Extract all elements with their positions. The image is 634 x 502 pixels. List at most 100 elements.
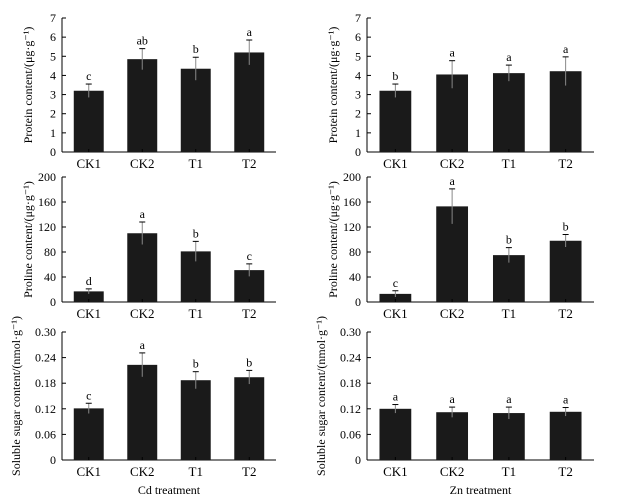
y-tick-label: 0.24 (340, 351, 361, 365)
significance-letter: a (449, 174, 455, 188)
y-tick-label: 0.18 (35, 376, 56, 390)
x-tick-label: CK2 (130, 464, 155, 479)
significance-letter: b (563, 220, 569, 234)
bar (234, 52, 265, 153)
y-tick-label: 4 (50, 68, 56, 82)
x-tick-label: CK2 (440, 156, 465, 171)
y-tick-label: 6 (50, 30, 56, 44)
y-tick-label: 1 (50, 126, 56, 140)
chart-panel-6: 0 0.06 0.12 0.18 0.24 0.30 Soluble sugar conte… (314, 316, 594, 497)
bar (73, 408, 104, 460)
y-tick-label: 0 (355, 453, 361, 467)
x-tick-label: T1 (189, 156, 203, 171)
bar (127, 59, 158, 152)
bar (73, 291, 104, 302)
significance-letter: a (506, 50, 512, 64)
bar (379, 90, 412, 152)
y-axis-label: Proline content/(μg·g⁻¹) (21, 181, 35, 298)
y-tick-label: 0 (355, 145, 361, 159)
y-axis-label: Protein content/(μg·g⁻¹) (326, 27, 340, 144)
y-tick-label: 2 (355, 107, 361, 121)
bar (234, 377, 265, 460)
significance-letter: d (86, 274, 92, 288)
y-tick-label: 0.12 (35, 402, 56, 416)
bar (549, 240, 582, 302)
significance-letter: a (247, 25, 253, 39)
significance-letter: b (506, 233, 512, 247)
x-tick-label: CK2 (440, 306, 465, 321)
y-axis-label: Protein content/(μg·g⁻¹) (21, 27, 35, 144)
chart-panel-1: 0 1 2 3 4 5 6 7 Protein content/(μg·g⁻¹) c CK1 ab CK… (21, 11, 276, 171)
x-tick-label: CK1 (76, 156, 101, 171)
y-tick-label: 1 (355, 126, 361, 140)
y-tick-label: 120 (38, 220, 56, 234)
y-axis-label: Proline content/(μg·g⁻¹) (326, 181, 340, 298)
x-axis-label: Zn treatment (450, 483, 512, 497)
x-tick-label: T2 (242, 464, 256, 479)
y-tick-label: 4 (355, 68, 361, 82)
bar (127, 233, 158, 302)
significance-letter: c (247, 249, 252, 263)
chart-panel-2: 0 1 2 3 4 5 6 7 Protein content/(μg·g⁻¹) b CK1 a CK2… (326, 11, 594, 171)
x-tick-label: T1 (189, 464, 203, 479)
x-tick-label: CK1 (76, 306, 101, 321)
x-tick-label: CK1 (76, 464, 101, 479)
x-tick-label: CK1 (383, 306, 408, 321)
bar (379, 293, 412, 302)
significance-letter: b (193, 357, 199, 371)
x-tick-label: CK2 (130, 156, 155, 171)
significance-letter: ab (137, 34, 148, 48)
significance-letter: b (246, 355, 252, 369)
y-tick-label: 0 (50, 145, 56, 159)
y-tick-label: 5 (50, 49, 56, 63)
x-tick-label: CK2 (130, 306, 155, 321)
significance-letter: a (449, 46, 455, 60)
significance-letter: c (393, 276, 398, 290)
y-tick-label: 0 (50, 295, 56, 309)
significance-letter: a (506, 392, 512, 406)
significance-letter: a (140, 338, 146, 352)
y-tick-label: 7 (355, 11, 361, 25)
bar (180, 68, 211, 152)
y-tick-label: 3 (50, 88, 56, 102)
y-tick-label: 0.18 (340, 376, 361, 390)
significance-letter: c (86, 69, 91, 83)
bar (73, 90, 104, 152)
bar (379, 408, 412, 460)
x-tick-label: T2 (558, 156, 572, 171)
bar (492, 413, 525, 460)
x-tick-label: T2 (558, 306, 572, 321)
x-tick-label: CK2 (440, 464, 465, 479)
x-tick-label: T1 (502, 464, 516, 479)
x-tick-label: T2 (558, 464, 572, 479)
y-tick-label: 200 (343, 170, 361, 184)
bar (180, 380, 211, 460)
y-tick-label: 6 (355, 30, 361, 44)
x-tick-label: CK1 (383, 464, 408, 479)
bar (492, 73, 525, 152)
y-tick-label: 80 (44, 245, 56, 259)
y-tick-label: 0 (355, 295, 361, 309)
x-tick-label: T2 (242, 156, 256, 171)
y-axis-label: Soluble sugar content/(nmol·g⁻¹) (9, 316, 23, 476)
y-tick-label: 7 (50, 11, 56, 25)
y-tick-label: 120 (343, 220, 361, 234)
y-tick-label: 0.30 (35, 325, 56, 339)
bar (436, 412, 469, 460)
y-tick-label: 160 (38, 195, 56, 209)
y-axis-label: Soluble sugar content/(nmol·g⁻¹) (314, 316, 328, 476)
x-tick-label: CK1 (383, 156, 408, 171)
y-tick-label: 3 (355, 88, 361, 102)
x-axis-label: Cd treatment (138, 483, 201, 497)
significance-letter: a (140, 207, 146, 221)
y-tick-label: 2 (50, 107, 56, 121)
bar (127, 364, 158, 460)
y-tick-label: 0.06 (340, 427, 361, 441)
y-tick-label: 80 (349, 245, 361, 259)
y-tick-label: 200 (38, 170, 56, 184)
y-tick-label: 0.06 (35, 427, 56, 441)
x-tick-label: T1 (189, 306, 203, 321)
significance-letter: b (193, 226, 199, 240)
